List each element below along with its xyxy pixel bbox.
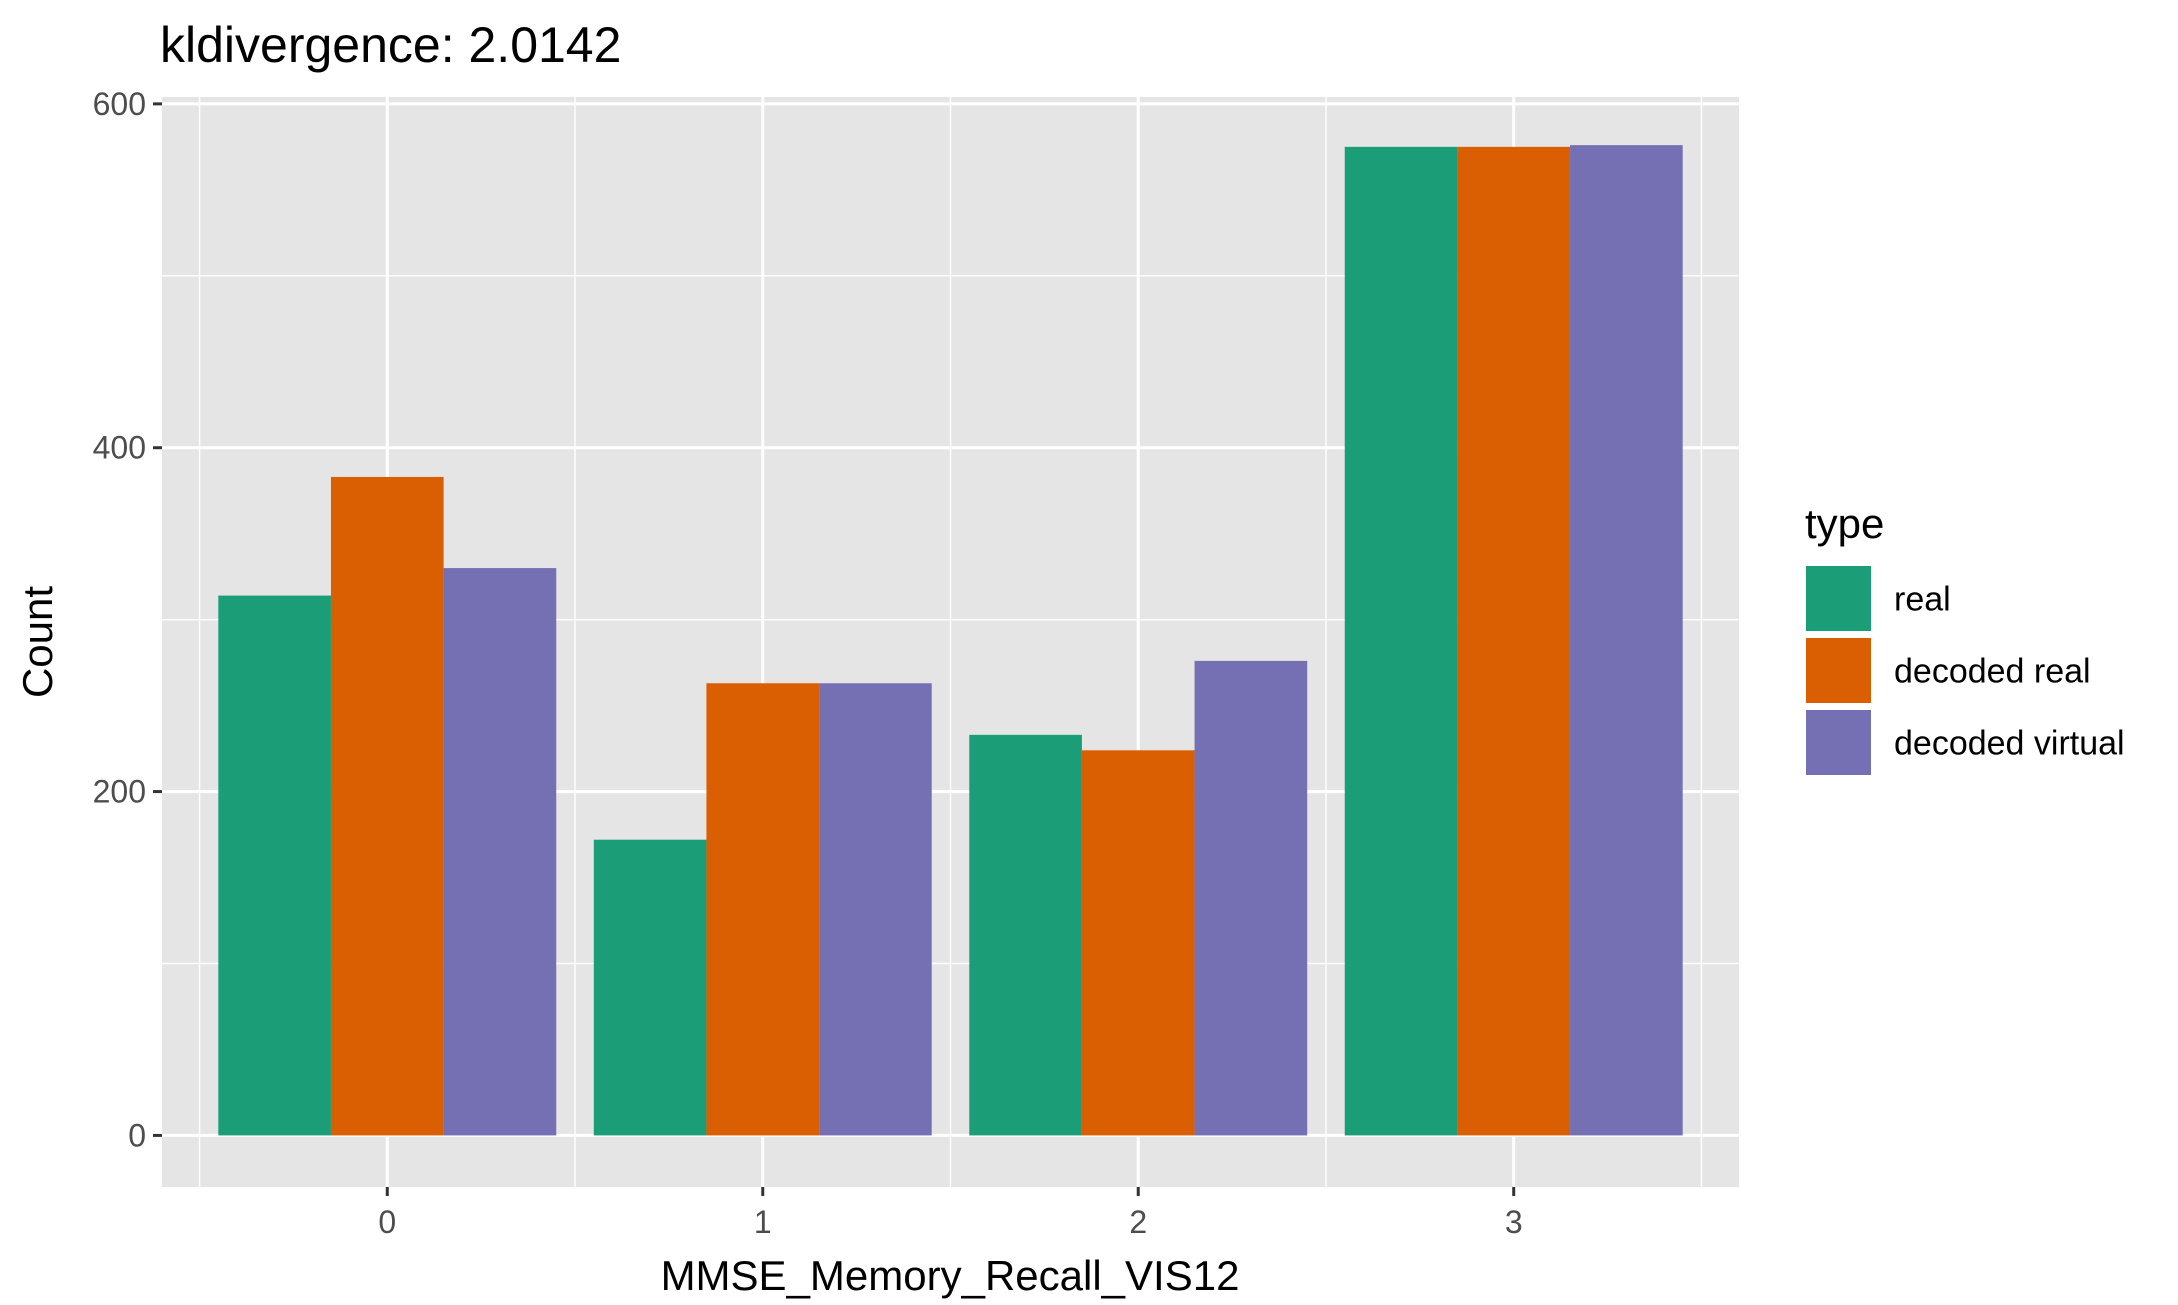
- legend-key-decoded-real: [1804, 636, 1873, 705]
- bar-decoded-real: [330, 476, 444, 1136]
- y-axis-title: Count: [14, 586, 61, 698]
- legend: type real decoded real decoded virtual: [1804, 500, 2125, 777]
- x-tick-label: 2: [1129, 1204, 1147, 1240]
- legend-title: type: [1805, 500, 1884, 547]
- y-tick-label: 200: [93, 774, 146, 810]
- bars-layer: [218, 145, 1683, 1136]
- axis-layer: 0 200 400 600 0 1 2 3: [93, 86, 1523, 1240]
- chart-title: kldivergence: 2.0142: [160, 17, 621, 73]
- x-tick-label: 1: [754, 1204, 772, 1240]
- bar-real: [969, 734, 1082, 1136]
- legend-label: decoded real: [1894, 653, 2091, 691]
- legend-key-decoded-virtual: [1804, 708, 1873, 777]
- legend-label: decoded virtual: [1894, 725, 2125, 763]
- y-tick-label: 0: [128, 1117, 146, 1153]
- y-tick-label: 400: [93, 430, 146, 466]
- x-tick-label: 0: [378, 1204, 396, 1240]
- bar-decoded-virtual: [443, 568, 557, 1136]
- bar-decoded-real: [1081, 750, 1195, 1136]
- bar-decoded-real: [1457, 146, 1571, 1136]
- bar-real: [1344, 146, 1458, 1136]
- bar-real: [218, 595, 331, 1136]
- legend-label: real: [1894, 581, 1951, 619]
- bar-real: [593, 839, 707, 1136]
- x-axis-title: MMSE_Memory_Recall_VIS12: [661, 1252, 1240, 1299]
- bar-decoded-virtual: [819, 683, 932, 1136]
- bar-decoded-virtual: [1194, 660, 1308, 1136]
- bar-decoded-virtual: [1570, 145, 1683, 1136]
- x-tick-label: 3: [1505, 1204, 1523, 1240]
- bar-decoded-real: [706, 683, 820, 1136]
- y-tick-label: 600: [93, 86, 146, 122]
- legend-key-real: [1804, 564, 1873, 633]
